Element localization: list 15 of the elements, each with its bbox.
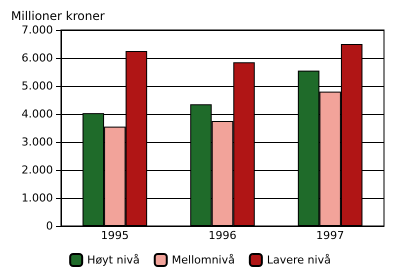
y-tick-label: 6.000 (22, 52, 53, 64)
x-tick-label: 1995 (100, 229, 129, 242)
legend-label: Høyt nivå (87, 254, 140, 266)
y-tick-label: 4.000 (22, 108, 53, 120)
y-tick-label: 5.000 (22, 80, 53, 92)
x-tick-label: 1996 (208, 229, 236, 242)
y-tick-label: 3.000 (22, 136, 53, 148)
y-axis-title: Millioner kroner (11, 9, 105, 23)
y-tick-label: 1.000 (22, 192, 53, 204)
legend-label: Lavere nivå (266, 254, 331, 266)
y-tick-label: 0 (46, 220, 53, 232)
y-tick-label: 2.000 (22, 164, 53, 176)
x-tick-label: 1997 (316, 229, 344, 242)
y-tick-label: 7.000 (22, 24, 53, 36)
legend-label: Mellomnivå (172, 254, 235, 266)
